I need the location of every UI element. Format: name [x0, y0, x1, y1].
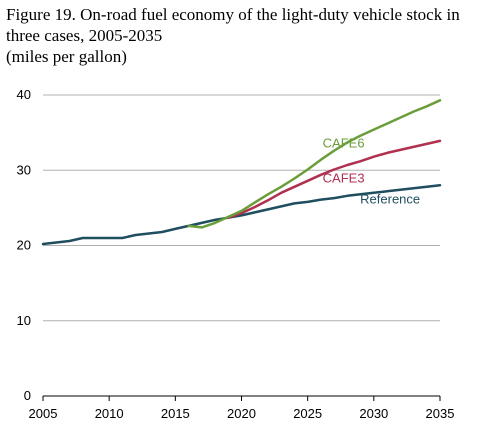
y-tick-label: 40 [17, 87, 31, 102]
y-axis-ticks: 0 10 20 30 40 [17, 87, 31, 403]
title-line-1: Figure 19. On-road fuel economy of the l… [6, 5, 460, 24]
series-line-reference [41, 184, 442, 246]
x-tick-label: 2030 [359, 406, 388, 421]
series-line-cafe6 [187, 99, 442, 229]
series-line-cafe3 [227, 139, 442, 219]
title-line-2: three cases, 2005-2035 [6, 26, 163, 45]
series-label-cafe3: CAFE3 [323, 170, 365, 185]
x-tick-label: 2020 [227, 406, 256, 421]
x-tick-label: 2015 [161, 406, 190, 421]
series-lines [41, 99, 442, 246]
series-label-cafe6: CAFE6 [323, 136, 365, 151]
chart-title: Figure 19. On-road fuel economy of the l… [6, 4, 500, 67]
x-axis-ticks: 2005 2010 2015 2020 2025 2030 2035 [29, 396, 455, 421]
x-tick-label: 2025 [293, 406, 322, 421]
y-tick-label: 10 [17, 313, 31, 328]
series-labels: Reference CAFE3 CAFE6 [323, 136, 420, 207]
y-tick-label: 0 [24, 388, 31, 403]
x-tick-label: 2010 [95, 406, 124, 421]
series-label-reference: Reference [360, 191, 420, 206]
x-tick-label: 2005 [29, 406, 58, 421]
title-line-3: (miles per gallon) [6, 47, 127, 66]
y-tick-label: 30 [17, 162, 31, 177]
x-tick-label: 2035 [426, 406, 455, 421]
gridlines [43, 94, 440, 397]
y-tick-label: 20 [17, 238, 31, 253]
